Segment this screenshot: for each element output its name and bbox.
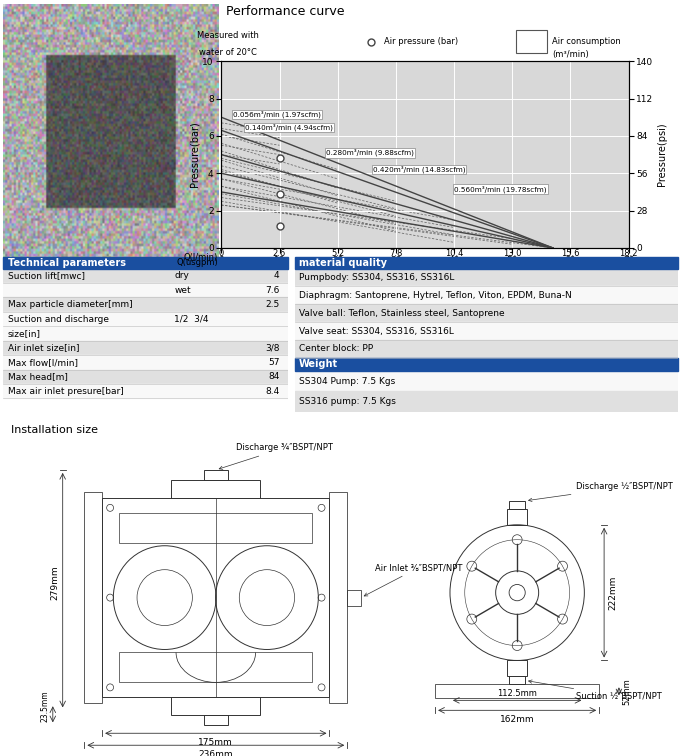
Text: 5.2: 5.2 (331, 249, 344, 258)
Bar (435, 684, 599, 699)
Bar (516, 30, 548, 53)
Text: 0.140m³/min (4.94scfm): 0.140m³/min (4.94scfm) (244, 124, 332, 132)
Text: 8.4: 8.4 (266, 386, 279, 395)
Text: Valve seat: SS304, SS316, SS316L: Valve seat: SS304, SS316, SS316L (299, 327, 454, 336)
Text: 3/8: 3/8 (265, 343, 279, 352)
Text: 162mm: 162mm (500, 715, 535, 724)
Bar (3, 268, 288, 283)
Text: 15.6: 15.6 (561, 249, 580, 258)
Bar (3, 384, 288, 398)
Text: dry: dry (174, 271, 189, 280)
Text: Technical parameters: Technical parameters (7, 258, 126, 268)
Bar (295, 287, 678, 305)
Text: 10.4: 10.4 (445, 249, 463, 258)
Bar (295, 371, 678, 392)
Text: 0.420m³/min (14.83scfm): 0.420m³/min (14.83scfm) (373, 166, 465, 173)
Text: Max flow[l/min]: Max flow[l/min] (7, 358, 78, 367)
Bar (295, 340, 678, 358)
Text: 7.8: 7.8 (389, 249, 402, 258)
Bar (295, 322, 678, 340)
Text: 23.5mm: 23.5mm (41, 690, 50, 722)
Bar (509, 501, 525, 509)
Bar (295, 392, 678, 412)
Bar (119, 513, 313, 543)
Text: Installation size: Installation size (12, 425, 98, 435)
Bar (507, 661, 527, 677)
Bar (3, 327, 288, 341)
Bar (172, 480, 260, 498)
Bar (204, 470, 227, 480)
Bar (119, 652, 313, 683)
Text: material quality: material quality (299, 258, 387, 268)
Text: size[in]: size[in] (7, 329, 41, 338)
Text: 279mm: 279mm (50, 565, 60, 600)
Bar (295, 358, 678, 371)
Text: Weight: Weight (299, 359, 338, 370)
Text: 52mm: 52mm (622, 678, 631, 705)
Text: Diaphragm: Santoprene, Hytrel, Teflon, Viton, EPDM, Buna-N: Diaphragm: Santoprene, Hytrel, Teflon, V… (299, 291, 571, 300)
Text: Pumpbody: SS304, SS316, SS316L: Pumpbody: SS304, SS316, SS316L (299, 273, 454, 282)
Text: wet: wet (174, 286, 191, 295)
Text: 0.560m³/min (19.78scfm): 0.560m³/min (19.78scfm) (454, 185, 547, 193)
Text: 1/2  3/4: 1/2 3/4 (174, 314, 208, 324)
Y-axis label: Pressure(bar): Pressure(bar) (189, 122, 200, 187)
Text: 13.0: 13.0 (503, 249, 522, 258)
Bar (507, 509, 527, 525)
Bar (84, 492, 102, 703)
Y-axis label: Pressure(psi): Pressure(psi) (657, 122, 667, 187)
Text: Air consumption: Air consumption (552, 37, 620, 46)
Text: Center block: PP: Center block: PP (299, 345, 373, 353)
Text: Q(l/min): Q(l/min) (184, 253, 218, 262)
Text: 18.2: 18.2 (619, 249, 638, 258)
Text: 0.056m³/min (1.97scfm): 0.056m³/min (1.97scfm) (233, 110, 321, 118)
Bar (330, 492, 347, 703)
Bar (295, 305, 678, 322)
Text: Max air inlet presure[bar]: Max air inlet presure[bar] (7, 386, 123, 395)
Text: 0: 0 (219, 249, 224, 258)
Text: Suction and discharge: Suction and discharge (7, 314, 109, 324)
Text: 7.6: 7.6 (265, 286, 279, 295)
Text: Air pressure (bar): Air pressure (bar) (384, 37, 458, 46)
Text: SS304 Pump: 7.5 Kgs: SS304 Pump: 7.5 Kgs (299, 376, 395, 386)
Text: 112.5mm: 112.5mm (497, 689, 537, 699)
Bar (3, 341, 288, 355)
Bar (295, 257, 678, 268)
Bar (509, 677, 525, 684)
Text: water of 20°C: water of 20°C (199, 48, 257, 57)
Bar (3, 283, 288, 298)
Text: 222mm: 222mm (608, 575, 617, 610)
Text: Air Inlet ⅜″BSPT/NPT: Air Inlet ⅜″BSPT/NPT (364, 563, 462, 596)
Bar (295, 268, 678, 287)
Text: 4: 4 (274, 271, 279, 280)
Bar (3, 370, 288, 384)
Text: 57: 57 (268, 358, 279, 367)
Text: (m³/min): (m³/min) (552, 50, 588, 59)
Text: 2.5: 2.5 (266, 300, 279, 309)
Text: 175mm: 175mm (198, 739, 233, 747)
Text: Suction ½″BSPT/NPT: Suction ½″BSPT/NPT (528, 680, 662, 701)
Text: 84: 84 (268, 372, 279, 381)
Text: 2.6: 2.6 (273, 249, 286, 258)
Text: 0.280m³/min (9.88scfm): 0.280m³/min (9.88scfm) (326, 149, 414, 156)
Text: Max particle diameter[mm]: Max particle diameter[mm] (7, 300, 132, 309)
Text: Valve ball: Teflon, Stainless steel, Santoprene: Valve ball: Teflon, Stainless steel, San… (299, 308, 505, 318)
Text: SS316 pump: 7.5 Kgs: SS316 pump: 7.5 Kgs (299, 397, 396, 406)
Text: Measured with: Measured with (197, 31, 259, 39)
Bar (3, 257, 288, 268)
Bar (102, 498, 330, 697)
Text: 236mm: 236mm (199, 750, 233, 756)
Bar (3, 298, 288, 312)
Bar (204, 715, 227, 725)
Text: Air inlet size[in]: Air inlet size[in] (7, 343, 79, 352)
Bar (347, 590, 361, 606)
Bar (3, 312, 288, 327)
Bar (172, 697, 260, 715)
Text: Discharge ½″BSPT/NPT: Discharge ½″BSPT/NPT (528, 482, 674, 501)
Text: Discharge ¾″BSPT/NPT: Discharge ¾″BSPT/NPT (219, 444, 332, 469)
Text: Suction lift[mwc]: Suction lift[mwc] (7, 271, 84, 280)
Text: Q(usgpm): Q(usgpm) (176, 258, 218, 267)
Bar (3, 355, 288, 370)
Text: Performance curve: Performance curve (226, 5, 345, 18)
Text: Max head[m]: Max head[m] (7, 372, 67, 381)
